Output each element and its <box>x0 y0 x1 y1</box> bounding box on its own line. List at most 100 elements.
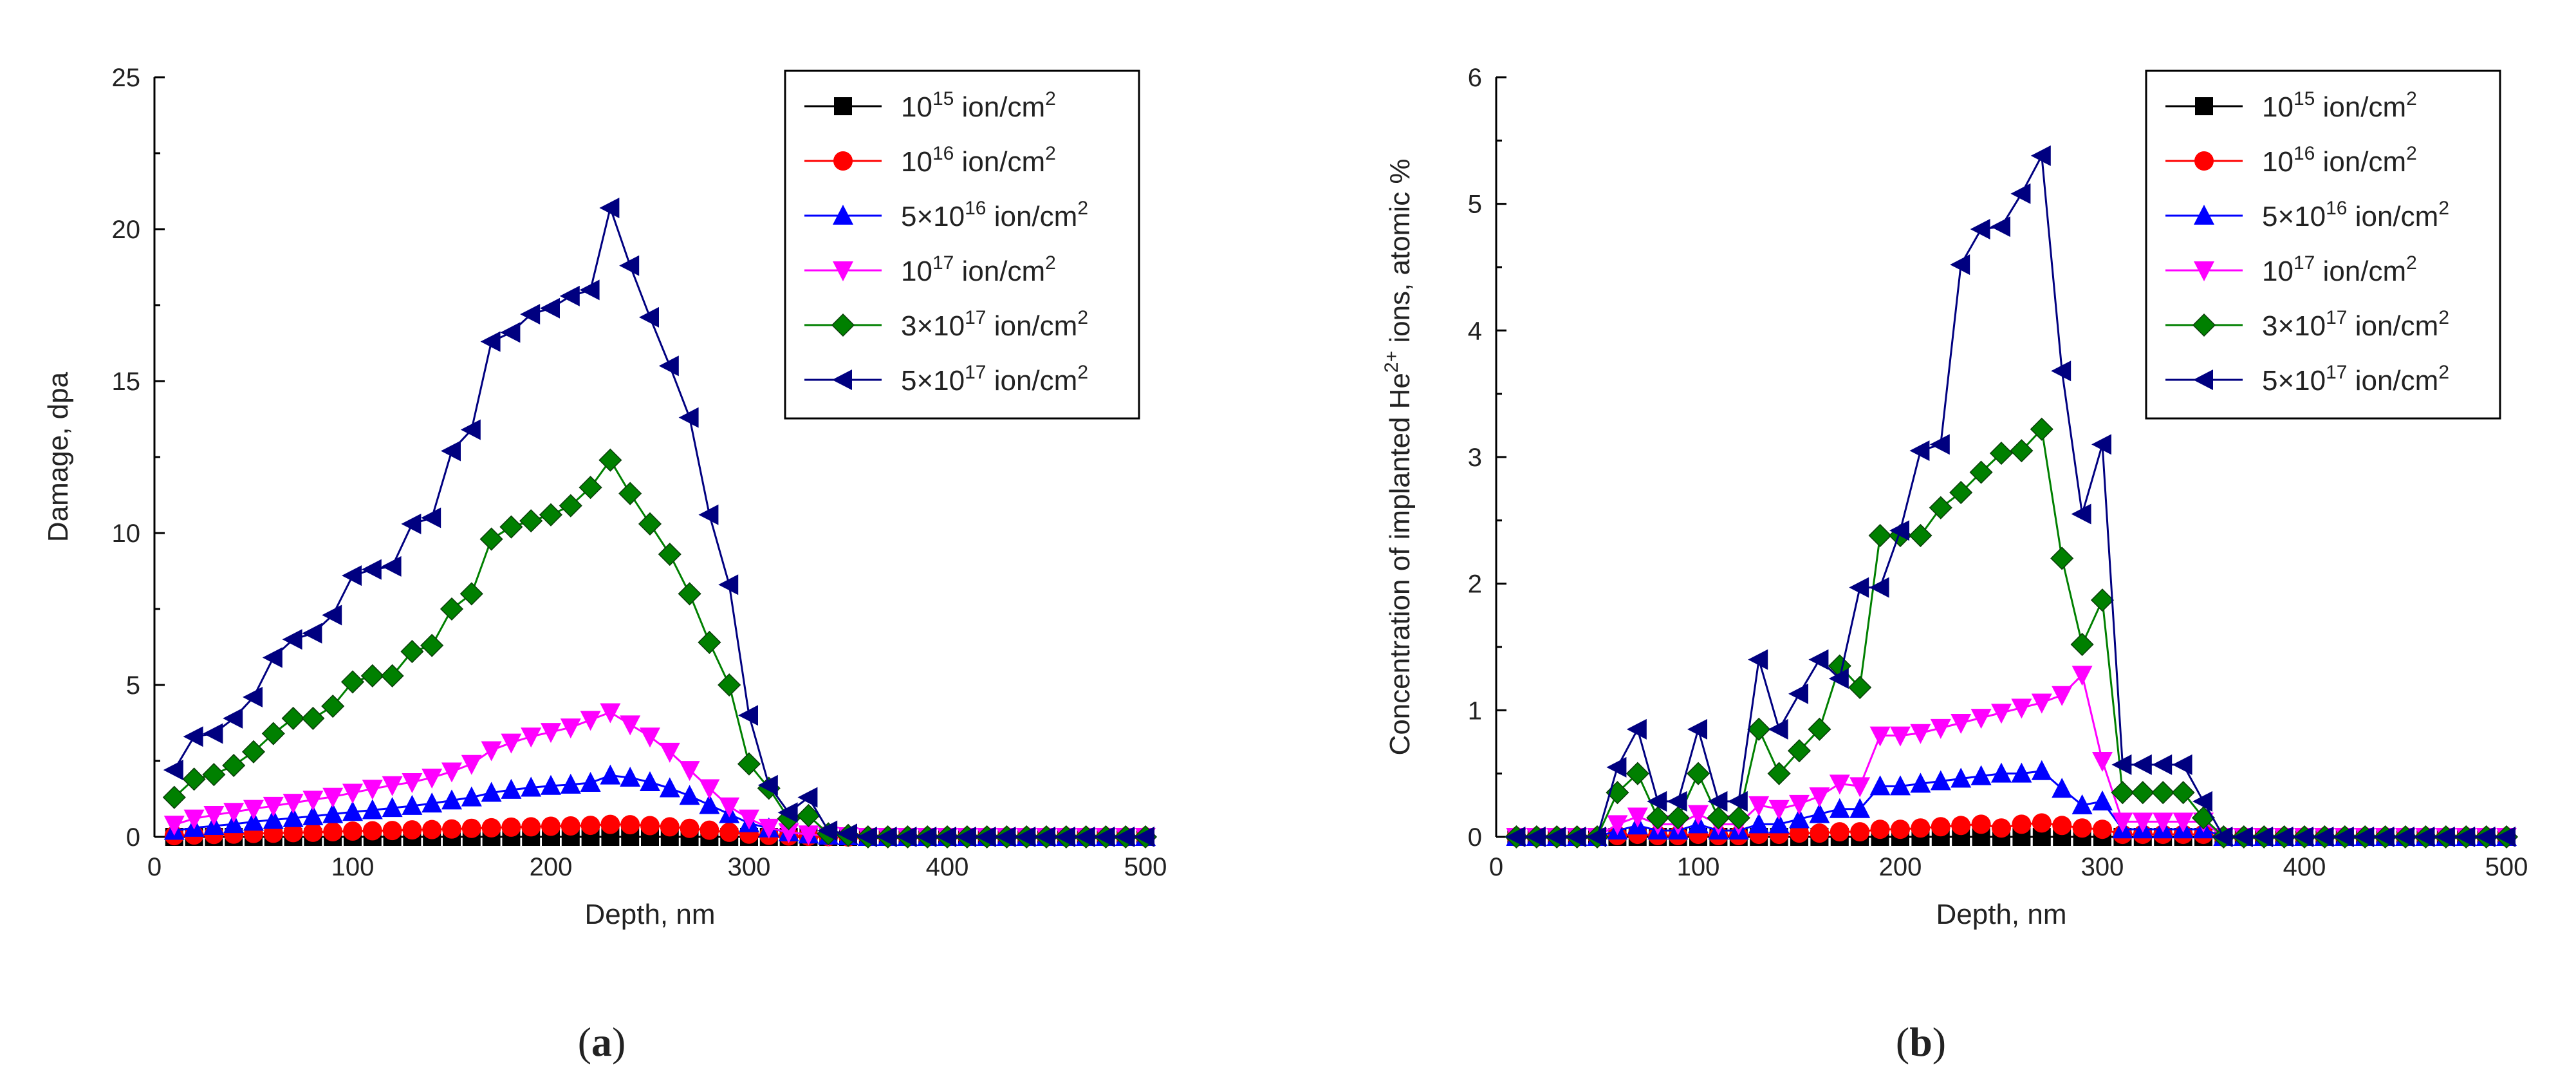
data-point <box>797 803 820 828</box>
data-point <box>896 827 917 847</box>
y-tick-label: 15 <box>112 368 141 396</box>
data-point <box>2111 781 2135 805</box>
data-point <box>2052 686 2073 706</box>
data-point <box>362 821 382 841</box>
data-point <box>1015 827 1036 847</box>
data-point <box>2030 417 2053 441</box>
data-point <box>2374 827 2395 847</box>
data-point <box>1787 739 1812 763</box>
data-point <box>658 355 679 377</box>
data-point <box>322 803 344 823</box>
data-point <box>2112 812 2133 833</box>
data-point <box>203 806 225 827</box>
data-point <box>1930 718 1951 739</box>
data-point <box>283 823 303 843</box>
legend-label-unit-exponent: 2 <box>1077 362 1088 383</box>
data-point <box>1870 819 1890 839</box>
series-5 <box>163 197 1154 847</box>
data-point <box>1828 668 1849 689</box>
data-point <box>1810 823 1830 843</box>
data-point <box>699 779 720 800</box>
data-point <box>2333 827 2354 847</box>
data-point <box>559 285 580 306</box>
data-point <box>1686 762 1710 785</box>
data-point <box>539 503 563 527</box>
data-point <box>1809 803 1830 823</box>
data-point <box>1951 767 1972 788</box>
data-point <box>600 703 621 724</box>
data-point <box>579 476 602 500</box>
data-point <box>699 794 720 814</box>
data-point <box>1748 649 1768 670</box>
legend-marker <box>2195 97 2213 115</box>
x-tick-label: 200 <box>1879 853 1922 881</box>
y-tick-label: 10 <box>112 520 141 548</box>
data-point <box>321 694 345 718</box>
data-point <box>223 707 243 729</box>
data-point <box>2132 812 2153 833</box>
data-point <box>1748 813 1770 834</box>
data-point <box>481 818 501 838</box>
data-point <box>560 773 581 794</box>
data-point <box>1747 717 1771 741</box>
data-point <box>560 718 581 739</box>
data-point <box>2212 827 2233 847</box>
legend-entry-label: 1015 ion/cm2 <box>2262 88 2417 123</box>
legend-entry-label: 3×1017 ion/cm2 <box>901 307 1088 342</box>
data-point <box>222 754 246 778</box>
x-tick-label: 500 <box>1124 853 1167 881</box>
data-point <box>2313 827 2334 847</box>
data-point <box>1849 577 1869 598</box>
x-axis-title: Depth, nm <box>585 899 716 930</box>
x-tick-label: 400 <box>926 853 969 881</box>
data-point <box>1646 806 1670 830</box>
data-point <box>660 817 680 837</box>
legend-marker <box>834 97 852 115</box>
legend-label-base: 5×10 <box>901 201 965 232</box>
legend-label-exponent: 15 <box>932 88 954 109</box>
data-point <box>1767 762 1791 785</box>
data-point <box>1687 718 1707 740</box>
data-point <box>1566 827 1586 847</box>
data-point <box>1909 440 1930 462</box>
data-point <box>739 809 759 830</box>
data-point <box>303 822 323 842</box>
data-point <box>2011 698 2032 719</box>
data-point <box>618 482 642 505</box>
legend-entry-label: 1017 ion/cm2 <box>901 252 1056 287</box>
data-point <box>1808 649 1829 670</box>
legend-label-base: 10 <box>2262 146 2293 178</box>
data-point <box>798 825 819 846</box>
data-point <box>2273 827 2293 847</box>
legend-label-exponent: 17 <box>965 362 986 383</box>
data-point <box>2171 781 2195 805</box>
legend-entry-label: 5×1017 ion/cm2 <box>901 362 1088 397</box>
data-point <box>2434 827 2455 847</box>
data-point <box>1989 442 2014 465</box>
data-point <box>340 670 365 694</box>
data-point <box>1808 717 1831 741</box>
data-point <box>2152 754 2173 775</box>
data-point <box>1949 481 1973 505</box>
legend-label-exponent: 17 <box>2326 362 2347 383</box>
data-point <box>441 789 462 810</box>
data-point <box>2173 812 2194 833</box>
data-point <box>2050 547 2074 570</box>
data-point <box>362 799 383 819</box>
legend-label-exponent: 16 <box>965 198 986 219</box>
data-point <box>2070 633 2094 657</box>
data-point <box>541 774 561 795</box>
data-point <box>361 559 382 580</box>
data-point <box>1707 791 1728 812</box>
data-point <box>659 742 680 763</box>
data-point <box>1848 675 1872 699</box>
data-point <box>600 814 620 834</box>
legend-label-base: 5×10 <box>901 365 965 397</box>
data-point <box>1525 827 1546 847</box>
data-point <box>658 542 681 566</box>
data-point <box>1115 827 1135 847</box>
data-point <box>956 827 976 847</box>
legend-label-exponent: 17 <box>932 252 954 274</box>
y-axis-title-superscript: 2+ <box>1381 351 1402 373</box>
data-point <box>223 803 245 823</box>
